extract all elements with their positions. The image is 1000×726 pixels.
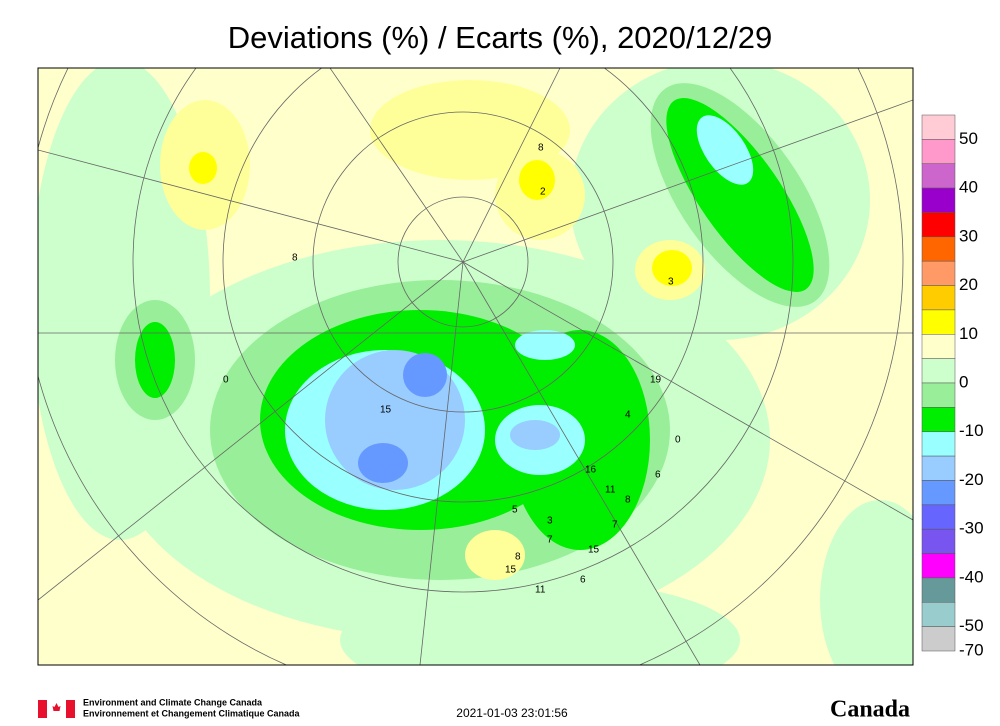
station-label: 15 xyxy=(380,405,392,416)
legend-label: 0 xyxy=(959,372,968,391)
legend-swatch xyxy=(921,334,956,359)
station-label: 0 xyxy=(675,435,681,446)
legend-label: -20 xyxy=(959,470,984,489)
contour-dark-blue xyxy=(358,353,447,483)
legend: 50 40 30 20 10 0 -10 -20 -30 -40 -50 -70 xyxy=(921,114,984,659)
station-label: 3 xyxy=(668,277,674,288)
legend-label: -70 xyxy=(959,640,984,659)
station-label: 3 xyxy=(547,516,553,527)
legend-swatch xyxy=(921,236,956,262)
legend-swatch xyxy=(921,626,956,652)
legend-swatch xyxy=(921,187,956,213)
agency-en: Environment and Climate Change Canada xyxy=(83,697,263,707)
timestamp: 2021-01-03 23:01:56 xyxy=(456,706,568,720)
legend-label: -50 xyxy=(959,616,984,635)
legend-label: -40 xyxy=(959,567,984,586)
legend-swatch xyxy=(921,431,956,457)
legend-swatch xyxy=(921,504,956,530)
contour-bright-yellow xyxy=(189,152,692,286)
legend-label: 40 xyxy=(959,178,978,197)
station-label: 8 xyxy=(538,143,544,154)
legend-swatch xyxy=(921,212,956,238)
legend-swatch xyxy=(921,139,956,164)
station-labels: 8 0 15 16 11 8 4 19 0 6 5 3 7 8 15 11 6 15 7 8 2 3 xyxy=(223,143,681,596)
station-label: 0 xyxy=(223,375,229,386)
legend-swatch xyxy=(921,480,956,506)
legend-label: 10 xyxy=(959,324,978,343)
station-label: 8 xyxy=(292,253,298,264)
legend-swatch xyxy=(921,382,956,408)
agency-fr: Environnement et Changement Climatique C… xyxy=(83,708,301,718)
map-area: 8 0 15 16 11 8 4 19 0 6 5 3 7 8 15 11 6 15 7 8 2 3 xyxy=(38,68,913,665)
station-label: 5 xyxy=(512,505,518,516)
map-frame xyxy=(37,67,914,666)
legend-label: 50 xyxy=(959,129,978,148)
legend-label: -30 xyxy=(959,519,984,538)
legend-swatch xyxy=(921,285,956,311)
legend-swatch xyxy=(921,577,956,603)
title: Deviations (%) / Ecarts (%), 2020/12/29 xyxy=(228,20,772,55)
station-label: 11 xyxy=(605,485,616,496)
station-label: 2 xyxy=(540,187,546,198)
station-label: 6 xyxy=(655,470,661,481)
station-label: 8 xyxy=(625,495,631,506)
wordmark: Canada xyxy=(830,697,910,723)
legend-label: 20 xyxy=(959,275,978,294)
legend-label: 30 xyxy=(959,226,978,245)
graticule xyxy=(38,68,913,665)
legend-swatch xyxy=(921,455,956,481)
legend-swatch xyxy=(921,553,956,579)
station-label: 19 xyxy=(650,375,662,386)
legend-swatch xyxy=(921,163,956,189)
station-label: 7 xyxy=(612,520,618,531)
station-label: 11 xyxy=(535,585,546,596)
legend-swatch xyxy=(921,309,956,335)
station-label: 15 xyxy=(505,565,517,576)
station-label: 15 xyxy=(588,545,600,556)
station-label: 8 xyxy=(515,552,521,563)
legend-label: -10 xyxy=(959,421,984,440)
legend-swatch xyxy=(921,602,956,627)
legend-swatch xyxy=(921,260,956,286)
station-label: 6 xyxy=(580,575,586,586)
station-label: 16 xyxy=(585,465,597,476)
legend-swatch xyxy=(921,407,956,432)
legend-swatch xyxy=(921,528,956,554)
legend-swatch xyxy=(921,114,956,140)
station-label: 4 xyxy=(625,410,631,421)
legend-swatch xyxy=(921,358,956,384)
station-label: 7 xyxy=(547,535,553,546)
